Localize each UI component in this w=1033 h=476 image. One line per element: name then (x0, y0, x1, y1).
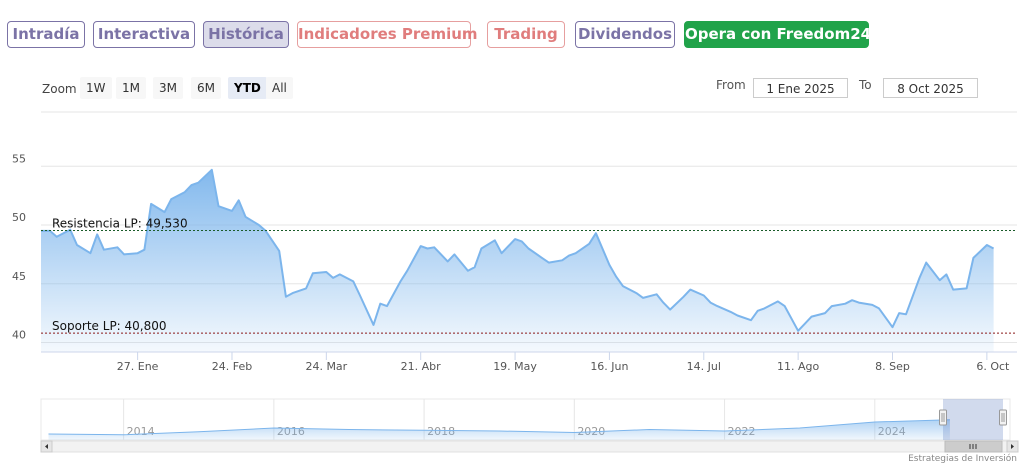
x-tick-label: 27. Ene (117, 360, 159, 373)
navigator-line (48, 419, 950, 436)
tab-intradía[interactable]: Intradía (7, 21, 85, 48)
price-area-fill (41, 169, 994, 352)
credit-text: Estrategias de Inversión (908, 454, 1017, 464)
tab-histórica[interactable]: Histórica (203, 21, 289, 48)
tab-indicadores-premium[interactable]: Indicadores Premium (297, 21, 478, 48)
zoom-button-all[interactable]: All (266, 77, 293, 99)
x-tick-label: 21. Abr (401, 360, 441, 373)
x-tick-label: 14. Jul (687, 360, 721, 373)
navigator-handle-right[interactable] (999, 409, 1007, 426)
range-to-input[interactable]: 8 Oct 2025 (883, 78, 978, 98)
x-tick-label: 19. May (493, 360, 537, 373)
tab-opera-con-freedom24[interactable]: Opera con Freedom24 (684, 21, 871, 48)
tab-dividendos[interactable]: Dividendos (575, 21, 675, 48)
range-to-label: To (859, 78, 872, 92)
support-label: Soporte LP: 40,800 (52, 319, 167, 333)
tab-trading[interactable]: Trading (487, 21, 565, 48)
zoom-button-3m[interactable]: 3M (153, 77, 183, 99)
x-tick-label: 16. Jun (590, 360, 628, 373)
resistance-label: Resistencia LP: 49,530 (52, 217, 188, 231)
navigator-selection[interactable] (943, 399, 1003, 440)
scroll-left-arrow-icon (45, 444, 48, 449)
range-from-label: From (716, 78, 746, 92)
scrollbar-track[interactable] (40, 440, 1019, 453)
y-tick-label: 45 (12, 270, 26, 283)
scroll-right-arrow-icon (1011, 444, 1014, 449)
x-tick-label: 24. Mar (305, 360, 347, 373)
zoom-label: Zoom (42, 82, 77, 96)
zoom-button-6m[interactable]: 6M (191, 77, 221, 99)
x-tick-label: 6. Oct (976, 360, 1010, 373)
y-tick-label: 55 (12, 152, 26, 165)
range-from-input[interactable]: 1 Ene 2025 (753, 78, 848, 98)
price-line (41, 168, 995, 332)
navigator-area (48, 419, 950, 440)
x-tick-label: 11. Ago (777, 360, 819, 373)
y-tick-label: 50 (12, 211, 26, 224)
zoom-button-ytd[interactable]: YTD (228, 77, 267, 99)
y-tick-label: 40 (12, 329, 26, 342)
zoom-button-1m[interactable]: 1M (116, 77, 146, 99)
zoom-button-1w[interactable]: 1W (80, 77, 112, 99)
x-tick-label: 8. Sep (875, 360, 910, 373)
tab-interactiva[interactable]: Interactiva (93, 21, 195, 48)
navigator-handle-left[interactable] (939, 409, 947, 426)
x-tick-label: 24. Feb (212, 360, 252, 373)
